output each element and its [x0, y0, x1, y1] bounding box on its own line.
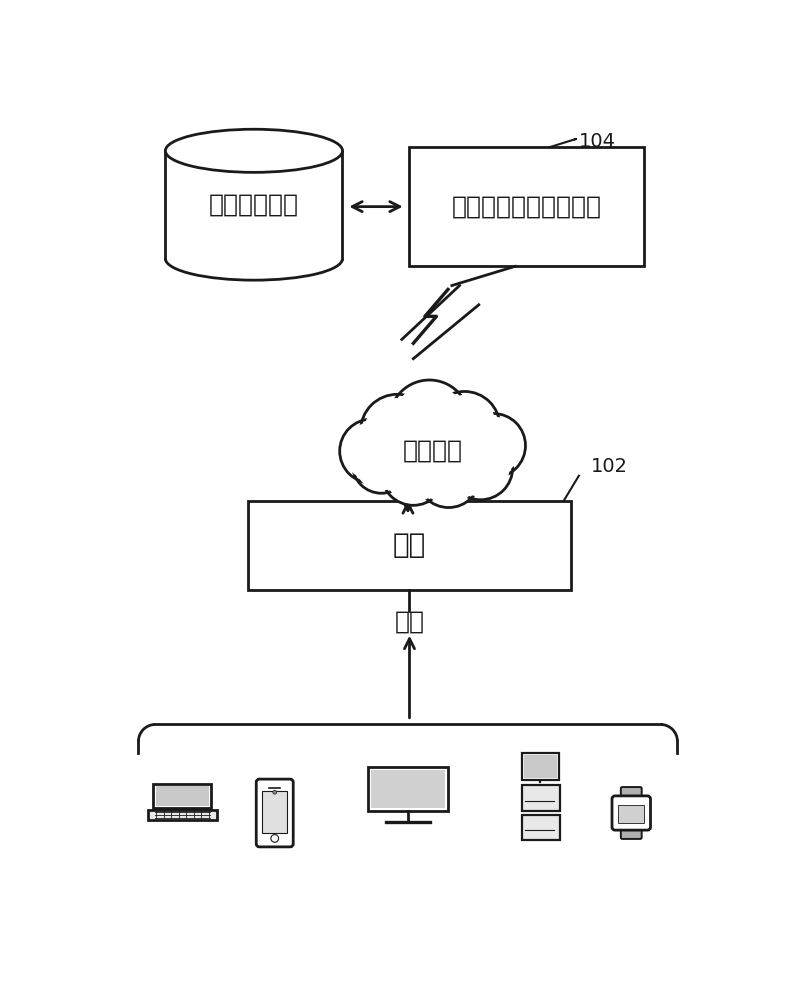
- FancyBboxPatch shape: [612, 796, 650, 830]
- Text: 通信网络: 通信网络: [403, 439, 462, 463]
- Bar: [521, 815, 560, 840]
- Circle shape: [452, 440, 509, 496]
- FancyBboxPatch shape: [256, 779, 293, 847]
- FancyBboxPatch shape: [621, 826, 642, 839]
- Circle shape: [344, 423, 400, 479]
- Text: 数据存储系统: 数据存储系统: [209, 193, 299, 217]
- Circle shape: [353, 436, 410, 493]
- Circle shape: [462, 414, 525, 478]
- Ellipse shape: [166, 129, 342, 172]
- Bar: [248, 501, 572, 590]
- Circle shape: [416, 443, 481, 508]
- Bar: [618, 805, 644, 823]
- Circle shape: [356, 439, 407, 490]
- Bar: [409, 147, 644, 266]
- Bar: [154, 784, 212, 808]
- Bar: [522, 753, 559, 780]
- Bar: [155, 786, 209, 806]
- Bar: [368, 767, 448, 811]
- Text: 102: 102: [591, 457, 627, 476]
- Circle shape: [381, 441, 446, 505]
- Text: 终端: 终端: [393, 531, 426, 559]
- Circle shape: [340, 419, 404, 483]
- Circle shape: [466, 417, 521, 474]
- Bar: [263, 791, 287, 833]
- Circle shape: [420, 447, 477, 504]
- Circle shape: [434, 396, 496, 458]
- Circle shape: [271, 835, 279, 842]
- Circle shape: [273, 790, 277, 794]
- Bar: [525, 755, 556, 778]
- Circle shape: [389, 380, 470, 460]
- Circle shape: [429, 391, 500, 462]
- Circle shape: [361, 394, 434, 468]
- Circle shape: [365, 399, 430, 464]
- Circle shape: [394, 385, 465, 455]
- FancyBboxPatch shape: [148, 810, 217, 820]
- Text: 例如: 例如: [395, 610, 424, 634]
- FancyBboxPatch shape: [621, 787, 642, 800]
- Text: 手术台车的电机驱动器: 手术台车的电机驱动器: [452, 195, 602, 219]
- Text: 104: 104: [579, 132, 616, 151]
- Circle shape: [385, 445, 442, 501]
- Circle shape: [449, 436, 513, 500]
- Bar: [371, 770, 445, 808]
- Bar: [166, 151, 342, 259]
- Bar: [521, 785, 560, 811]
